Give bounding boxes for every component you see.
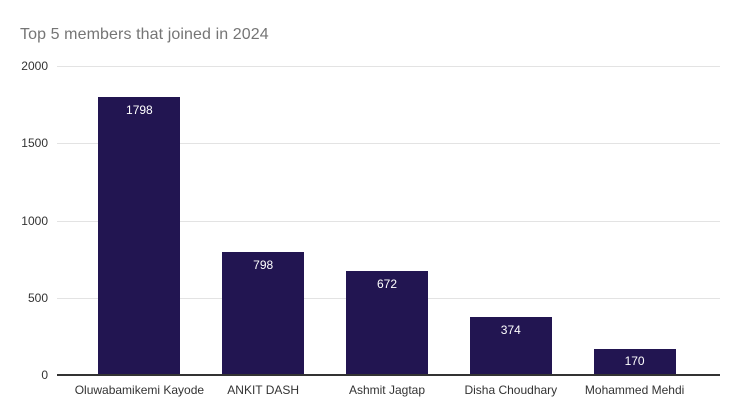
y-tick-label: 2000 xyxy=(21,59,48,73)
y-tick-label: 500 xyxy=(27,290,48,305)
bar-5: 170 xyxy=(593,348,676,375)
x-category-label: ANKIT DASH xyxy=(227,383,300,397)
y-tick-label: 1000 xyxy=(21,213,48,228)
gridline xyxy=(57,220,720,222)
gridline xyxy=(57,143,720,145)
bar-value-label: 1798 xyxy=(126,103,153,118)
bar-value-label: 798 xyxy=(253,257,274,272)
x-category-label: Mohammed Mehdi xyxy=(584,383,685,397)
x-category-label: Disha Choudhary xyxy=(464,383,558,397)
bar-value-label: 170 xyxy=(624,354,645,369)
gridline xyxy=(57,66,720,67)
y-tick-label: 0 xyxy=(41,368,48,382)
bar-2: 798 xyxy=(222,251,305,375)
plot-area: 0 500 1000 1500 2000 1798 798 672 374 170 Oluwab… xyxy=(21,60,720,397)
chart-title: Top 5 members that joined in 2024 xyxy=(20,26,269,43)
bar-3: 672 xyxy=(346,271,428,375)
x-axis-line xyxy=(57,374,720,376)
bar-value-label: 672 xyxy=(376,277,398,292)
bar-value-label: 374 xyxy=(500,323,521,338)
y-tick-label: 1500 xyxy=(21,136,48,151)
bar-1: 1798 xyxy=(98,97,181,375)
x-category-label: Ashmit Jagtap xyxy=(348,383,426,397)
bar-4: 374 xyxy=(469,317,552,375)
x-category-label: Oluwabamikemi Kayode xyxy=(74,383,205,397)
